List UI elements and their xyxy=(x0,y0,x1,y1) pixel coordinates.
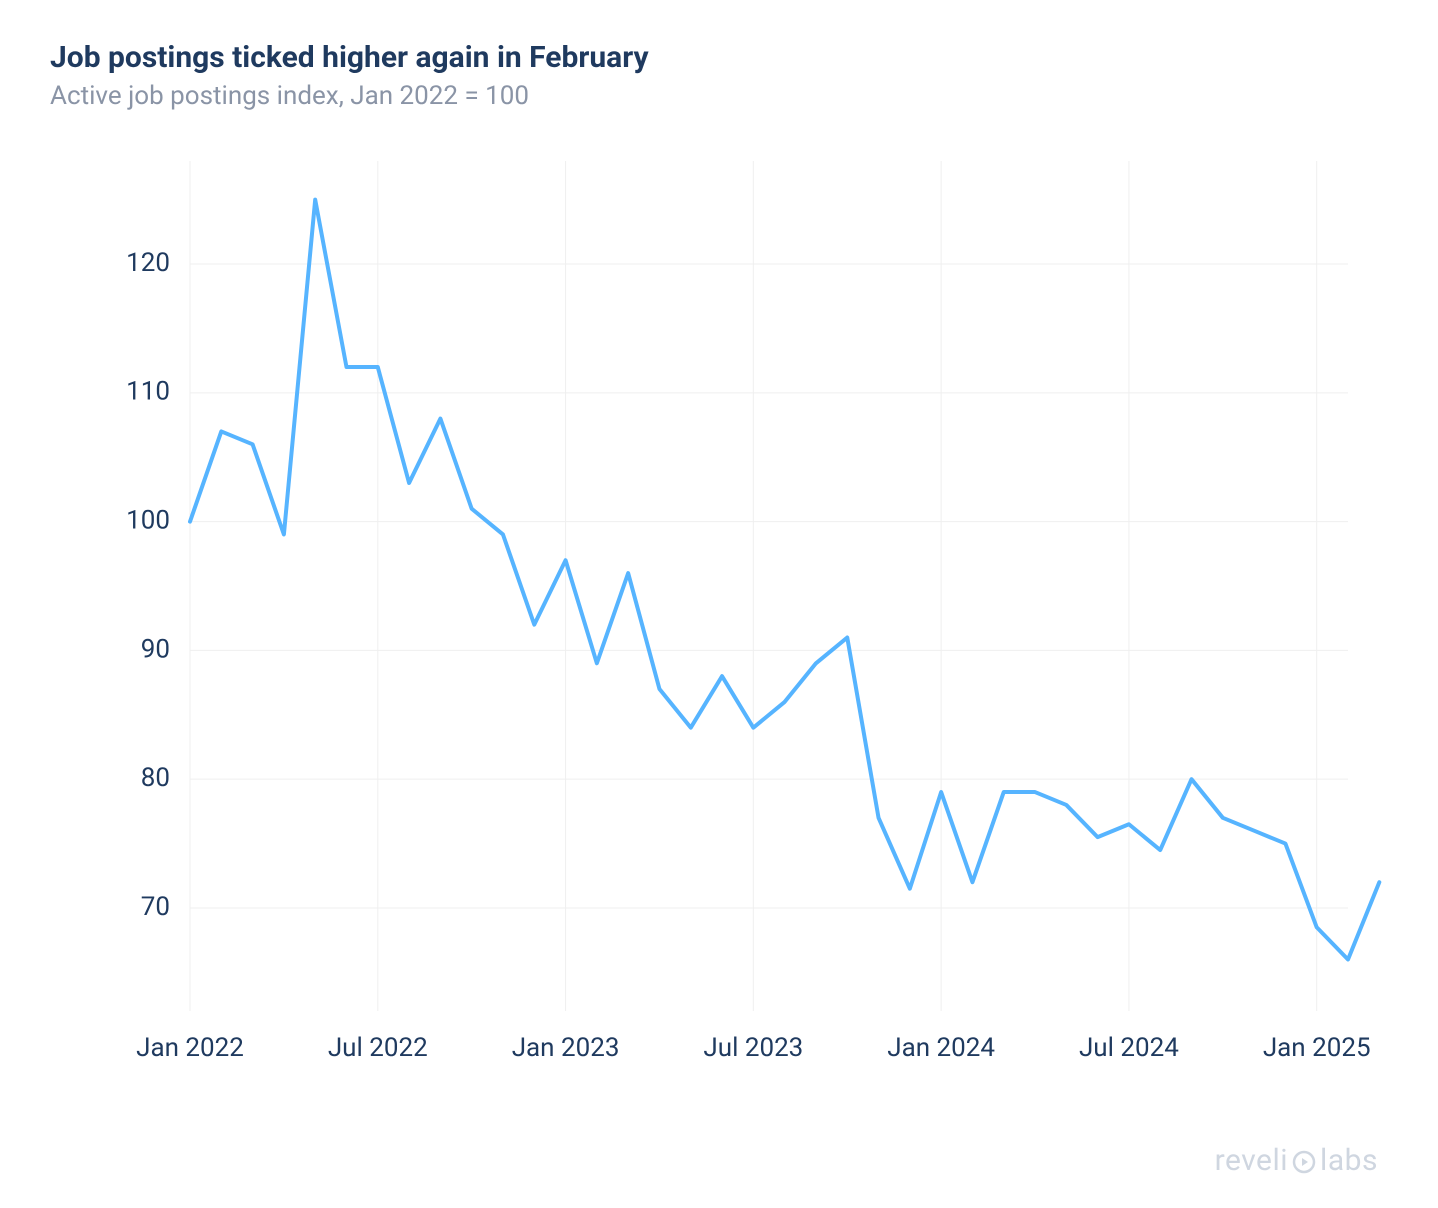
line-chart-svg: 70 80 90 100 110 120 Jan 2022 Jul 2022 Jan 2023 J… xyxy=(50,131,1388,1111)
y-tick-label: 110 xyxy=(126,377,170,407)
y-tick-label: 120 xyxy=(126,248,170,278)
chart-subtitle: Active job postings index, Jan 2022 = 10… xyxy=(50,81,1388,111)
watermark-play-icon xyxy=(1292,1150,1316,1174)
chart-title: Job postings ticked higher again in Febr… xyxy=(50,40,1388,75)
watermark-text-before: reveli xyxy=(1215,1143,1288,1178)
x-tick-label: Jul 2022 xyxy=(328,1033,428,1063)
x-tick-label: Jan 2022 xyxy=(136,1033,244,1063)
plot-area: 70 80 90 100 110 120 Jan 2022 Jul 2022 Jan 2023 J… xyxy=(50,131,1388,1111)
y-tick-label: 80 xyxy=(141,763,170,793)
x-tick-label: Jan 2025 xyxy=(1263,1033,1371,1063)
x-tick-label: Jan 2024 xyxy=(887,1033,995,1063)
y-tick-label: 70 xyxy=(141,892,170,922)
x-tick-label: Jul 2024 xyxy=(1079,1033,1179,1063)
x-tick-label: Jan 2023 xyxy=(512,1033,620,1063)
x-tick-label: Jul 2023 xyxy=(703,1033,803,1063)
y-tick-label: 100 xyxy=(126,505,170,535)
watermark: reveli labs xyxy=(1215,1143,1378,1178)
chart-container: Job postings ticked higher again in Febr… xyxy=(0,0,1438,1208)
watermark-text-after: labs xyxy=(1320,1143,1378,1178)
y-tick-label: 90 xyxy=(141,634,170,664)
